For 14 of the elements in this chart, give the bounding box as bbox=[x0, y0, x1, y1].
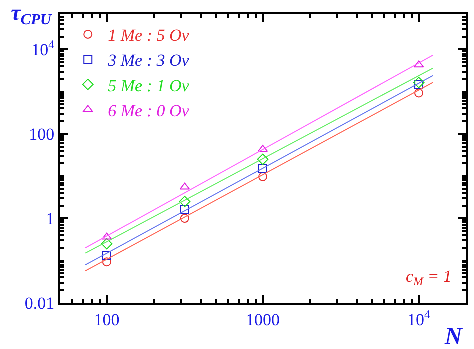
y-tick-label: 1 bbox=[46, 210, 55, 229]
y-tick-label: 100 bbox=[29, 125, 55, 144]
legend-label: 3 Me : 3 Ov bbox=[107, 51, 190, 70]
y-tick-label: 0.01 bbox=[24, 294, 55, 313]
x-tick-label: 1000 bbox=[246, 310, 280, 330]
legend-label: 1 Me : 5 Ov bbox=[108, 26, 190, 46]
legend-label: 5 Me : 1 Ov bbox=[108, 76, 190, 96]
y-tick-label: 10$^{4}$ bbox=[32, 37, 55, 60]
x-tick-label: 100 bbox=[94, 310, 120, 330]
x-tick-label: 10$^{4}$ bbox=[408, 307, 431, 330]
x-axis-title: N bbox=[444, 324, 464, 349]
legend-label: 6 Me : 0 Ov bbox=[108, 101, 190, 120]
y-axis-title: τ$_{CPU}$ bbox=[11, 0, 52, 29]
annotation: c$_{M}$ = 1 bbox=[406, 267, 452, 289]
